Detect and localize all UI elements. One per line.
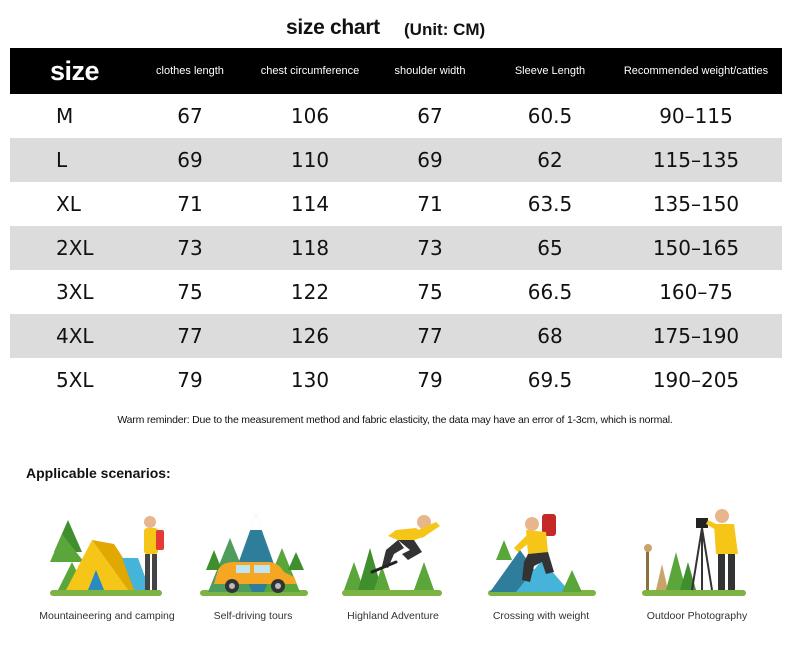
cell-sleeve: 60.5 xyxy=(527,104,573,128)
cell-clothes-length: 69 xyxy=(130,138,250,182)
header-size: size xyxy=(10,48,130,94)
table-row: 5XL 79 130 79 69.5 190–205 xyxy=(10,358,782,402)
scenario-label: Outdoor Photography xyxy=(646,610,748,622)
cell-shoulder: 77 xyxy=(370,314,490,358)
warm-reminder: Warm reminder: Due to the measurement me… xyxy=(117,414,673,426)
cell-sleeve: 66.5 xyxy=(527,280,573,304)
cell-shoulder: 73 xyxy=(370,226,490,270)
cell-shoulder: 69 xyxy=(370,138,490,182)
title-row: size chart (Unit: CM) xyxy=(0,14,790,46)
page-title: size chart xyxy=(286,16,380,39)
table-row: XL 71 114 71 63.5 135–150 xyxy=(10,182,782,226)
cell-clothes-length: 77 xyxy=(130,314,250,358)
scenarios-title: Applicable scenarios: xyxy=(26,465,171,481)
scenario-highland-adventure: Highland Adventure xyxy=(318,500,468,635)
cell-chest: 118 xyxy=(250,226,370,270)
scenario-outdoor-photography: Outdoor Photography xyxy=(622,500,772,635)
cell-size: 3XL xyxy=(56,280,94,304)
cell-weight: 150–165 xyxy=(610,226,782,270)
cell-sleeve: 63.5 xyxy=(527,192,573,216)
cell-size: 5XL xyxy=(56,368,94,392)
cell-clothes-length: 73 xyxy=(130,226,250,270)
table-row: M 67 106 67 60.5 90–115 xyxy=(10,94,782,138)
table-row: 2XL 73 118 73 65 150–165 xyxy=(10,226,782,270)
cell-chest: 130 xyxy=(290,368,330,392)
scenario-self-driving: Self-driving tours xyxy=(178,500,328,635)
cell-chest: 106 xyxy=(290,104,330,128)
cell-chest: 114 xyxy=(290,192,330,216)
camping-icon xyxy=(50,516,164,596)
cell-shoulder: 79 xyxy=(417,368,443,392)
cell-size: 4XL xyxy=(10,314,130,358)
table-row: L 69 110 69 62 115–135 xyxy=(10,138,782,182)
cell-size: L xyxy=(10,138,130,182)
cell-chest: 126 xyxy=(250,314,370,358)
scenario-label: Mountaineering and camping xyxy=(39,610,175,622)
cell-clothes-length: 71 xyxy=(177,192,203,216)
cell-weight: 160–75 xyxy=(659,280,733,304)
cell-sleeve: 69.5 xyxy=(527,368,573,392)
cell-size: XL xyxy=(56,192,81,216)
scenario-crossing-weight: Crossing with weight xyxy=(466,500,616,635)
cell-weight: 90–115 xyxy=(659,104,733,128)
photographer-icon xyxy=(642,509,746,596)
table-row: 3XL 75 122 75 66.5 160–75 xyxy=(10,270,782,314)
header-chest-circumference: chest circumference xyxy=(250,48,370,94)
cell-weight: 115–135 xyxy=(610,138,782,182)
cell-shoulder: 71 xyxy=(417,192,443,216)
cell-clothes-length: 67 xyxy=(177,104,203,128)
jumping-adventure-icon xyxy=(342,515,442,596)
scenario-label: Highland Adventure xyxy=(347,610,439,622)
cell-sleeve: 62 xyxy=(490,138,610,182)
cell-size: M xyxy=(56,104,74,128)
cell-clothes-length: 79 xyxy=(177,368,203,392)
header-clothes-length: clothes length xyxy=(130,48,250,94)
cell-chest: 122 xyxy=(290,280,330,304)
cell-sleeve: 68 xyxy=(490,314,610,358)
car-trip-icon xyxy=(200,514,308,596)
cell-weight: 135–150 xyxy=(652,192,740,216)
header-shoulder-width: shoulder width xyxy=(370,48,490,94)
scenario-label: Crossing with weight xyxy=(492,610,590,622)
cell-shoulder: 75 xyxy=(417,280,443,304)
scenario-label: Self-driving tours xyxy=(213,610,293,622)
scenario-camping: Mountaineering and camping xyxy=(32,500,182,635)
header-sleeve-length: Sleeve Length xyxy=(490,48,610,94)
table-row: 4XL 77 126 77 68 175–190 xyxy=(10,314,782,358)
cell-weight: 175–190 xyxy=(610,314,782,358)
hiker-backpack-icon xyxy=(488,514,596,596)
unit-label: (Unit: CM) xyxy=(404,20,486,39)
cell-sleeve: 65 xyxy=(490,226,610,270)
cell-weight: 190–205 xyxy=(652,368,740,392)
cell-chest: 110 xyxy=(250,138,370,182)
cell-size: 2XL xyxy=(10,226,130,270)
size-chart-table: size clothes length chest circumference … xyxy=(10,48,782,402)
cell-shoulder: 67 xyxy=(417,104,443,128)
cell-clothes-length: 75 xyxy=(177,280,203,304)
header-recommended-weight: Recommended weight/catties xyxy=(610,48,782,94)
table-header-row: size clothes length chest circumference … xyxy=(10,48,782,94)
